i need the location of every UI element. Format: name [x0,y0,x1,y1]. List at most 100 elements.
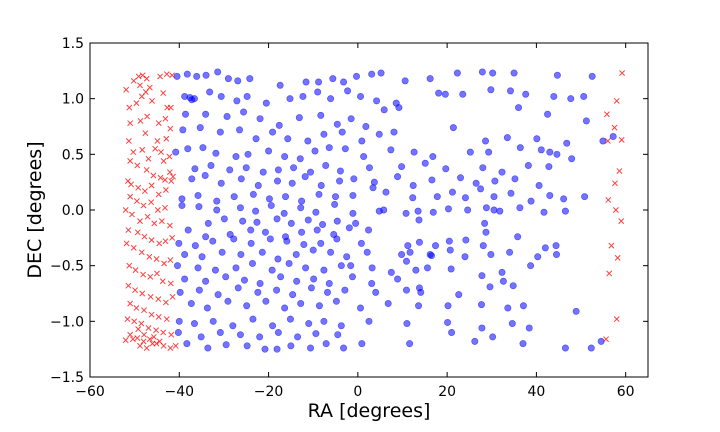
data-point [409,182,417,190]
data-point [357,239,365,247]
data-point [464,206,472,214]
series-0 [172,68,617,353]
data-point [525,324,533,332]
data-point [269,128,277,136]
data-point [274,255,282,263]
data-point [169,293,176,300]
data-point [398,251,406,259]
data-point [479,242,487,250]
data-point [154,138,161,144]
data-point [527,197,535,205]
data-point [402,257,410,265]
data-point [236,126,244,134]
data-point [403,320,411,328]
data-point [147,273,154,280]
data-point [157,73,164,80]
data-point [332,193,340,201]
data-point [285,259,293,267]
data-point [507,87,515,95]
data-point [307,168,315,176]
data-point [292,251,300,259]
data-point [550,92,558,100]
x-tick-label: 60 [617,384,635,400]
x-tick-label: 0 [353,384,362,400]
data-point [127,120,134,127]
data-point [247,226,255,234]
data-point [166,222,173,229]
data-point [504,304,512,312]
data-point [428,176,436,184]
data-point [482,204,490,212]
data-point [394,275,402,283]
data-point [322,340,330,348]
data-point [300,241,308,249]
data-point [223,112,231,120]
data-point [163,71,170,78]
data-point [141,233,148,240]
data-point [199,144,207,152]
data-point [243,92,251,100]
data-point [390,128,398,136]
data-point [511,175,519,183]
data-point [202,71,210,79]
y-tick-label: 0.0 [62,203,84,219]
data-point [156,240,163,247]
data-point [380,106,388,114]
data-point [323,288,331,296]
data-point [170,173,176,180]
data-point [150,172,157,179]
data-point [307,344,315,352]
data-point [444,302,452,310]
data-point [204,344,212,352]
data-point [265,195,273,203]
data-point [455,291,463,299]
data-point [274,166,282,174]
data-point [486,283,494,291]
data-point [298,228,306,236]
data-point [240,276,248,284]
data-point [481,219,489,227]
data-point [182,110,190,118]
data-point [281,304,289,312]
data-point [487,86,495,94]
data-point [186,94,194,102]
data-point [540,208,548,216]
data-point [552,251,560,259]
data-point [138,93,145,100]
data-point [618,218,625,225]
data-point [298,197,306,205]
data-point [545,163,553,171]
data-point [137,342,143,349]
data-point [123,86,130,93]
data-point [229,322,237,330]
data-point [236,331,244,339]
data-point [129,211,135,218]
data-point [357,92,365,100]
data-point [217,179,225,187]
data-point [580,92,588,100]
data-point [516,204,524,212]
data-point [341,286,349,294]
data-point [365,164,373,172]
data-point [122,207,129,213]
data-point [143,166,150,173]
data-point [175,317,183,325]
data-point [445,237,453,245]
data-point [503,134,511,142]
data-point [130,149,137,156]
data-point [312,330,320,338]
data-point [139,146,146,153]
data-point [402,286,410,294]
data-point [162,238,169,245]
data-point [148,199,155,206]
data-point [343,253,351,261]
data-point [290,164,298,172]
data-point [122,337,129,344]
data-point [333,235,341,243]
data-point [183,340,191,348]
data-point [144,113,151,120]
data-point [143,75,150,82]
data-point [230,193,238,201]
data-point [613,316,620,323]
data-point [561,344,569,352]
